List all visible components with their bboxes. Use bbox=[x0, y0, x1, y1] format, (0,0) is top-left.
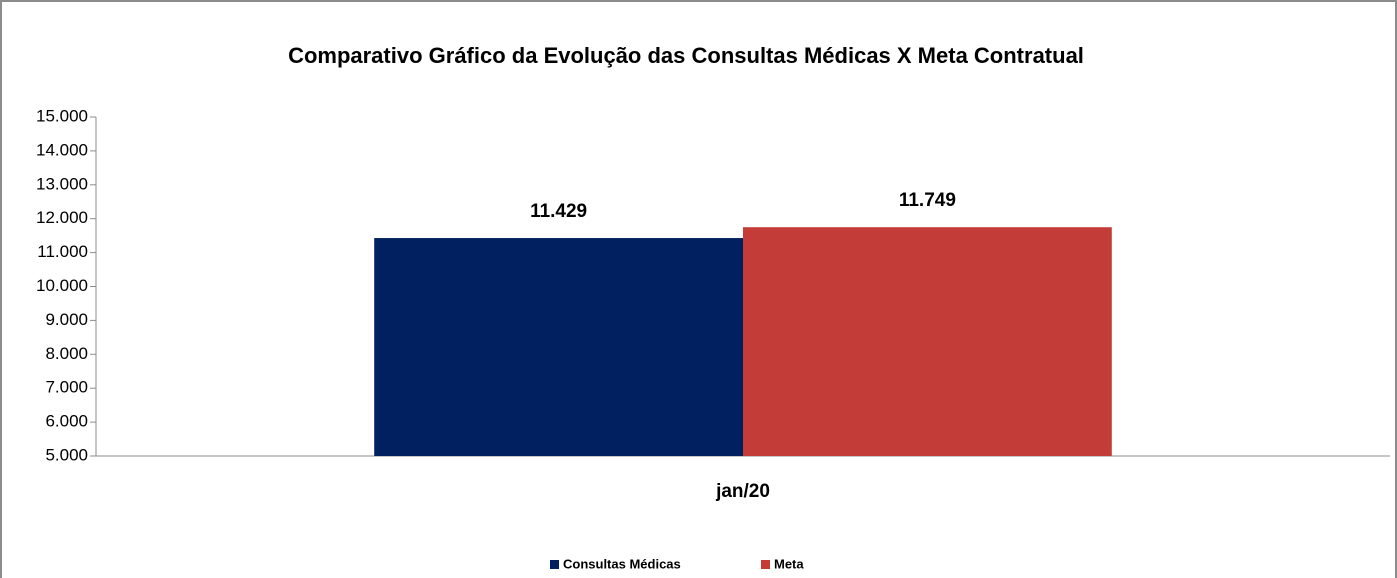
x-tick-label: jan/20 bbox=[715, 481, 770, 502]
y-tick-label: 6.000 bbox=[45, 412, 88, 431]
value-label: 11.429 bbox=[530, 201, 587, 222]
legend-label: Consultas Médicas bbox=[563, 556, 681, 571]
y-tick-label: 14.000 bbox=[36, 140, 88, 159]
y-tick-label: 8.000 bbox=[45, 344, 88, 363]
bar bbox=[374, 238, 743, 456]
chart-title: Comparativo Gráfico da Evolução das Cons… bbox=[288, 43, 1084, 68]
legend-label: Meta bbox=[774, 556, 804, 571]
legend-swatch bbox=[550, 560, 559, 569]
y-tick-label: 13.000 bbox=[36, 174, 88, 193]
y-tick-label: 7.000 bbox=[45, 378, 88, 397]
y-tick-label: 15.000 bbox=[36, 106, 88, 125]
bar bbox=[743, 227, 1112, 456]
value-label: 11.749 bbox=[899, 190, 956, 211]
y-tick-label: 10.000 bbox=[36, 276, 88, 295]
y-tick-label: 9.000 bbox=[45, 310, 88, 329]
y-tick-label: 12.000 bbox=[36, 208, 88, 227]
y-tick-label: 11.000 bbox=[37, 242, 88, 261]
legend-swatch bbox=[761, 560, 770, 569]
y-tick-label: 5.000 bbox=[45, 445, 88, 464]
